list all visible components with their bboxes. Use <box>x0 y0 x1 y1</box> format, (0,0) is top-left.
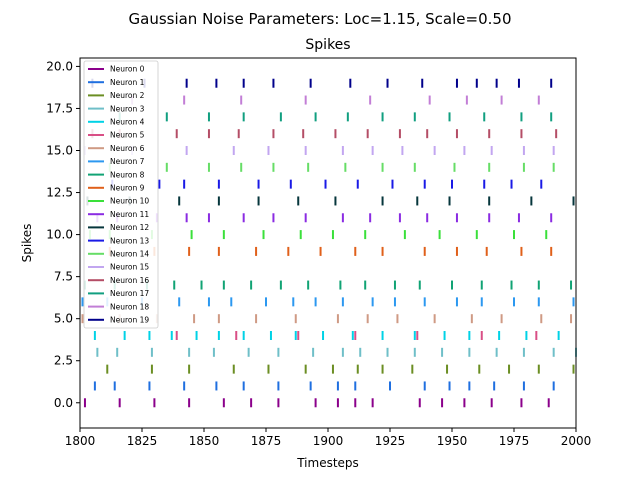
y-tick-label: 0.0 <box>54 396 73 410</box>
legend-label: Neuron 14 <box>110 250 149 259</box>
x-tick-label: 1925 <box>375 434 406 448</box>
y-tick-label: 5.0 <box>54 312 73 326</box>
y-axis-label: Spikes <box>20 224 34 263</box>
legend-label: Neuron 11 <box>110 210 149 219</box>
x-tick-label: 1875 <box>251 434 282 448</box>
legend-label: Neuron 13 <box>110 236 149 245</box>
legend-label: Neuron 5 <box>110 131 145 140</box>
spike-marks <box>81 78 577 408</box>
legend-label: Neuron 3 <box>110 104 145 113</box>
chart-title: Spikes <box>305 37 350 53</box>
x-tick-label: 1950 <box>437 434 468 448</box>
figure-suptitle: Gaussian Noise Parameters: Loc=1.15, Sca… <box>129 10 512 28</box>
x-tick-label: 1975 <box>499 434 530 448</box>
legend: Neuron 0 Neuron 1 Neuron 2 Neuron 3 Neuron 4… <box>83 60 159 329</box>
legend-label: Neuron 15 <box>110 263 149 272</box>
x-axis-ticks: 1800 1825 1850 1875 1900 1925 1950 1975 2000 <box>65 428 592 448</box>
legend-label: Neuron 12 <box>110 223 149 232</box>
x-tick-label: 1800 <box>65 434 96 448</box>
x-tick-label: 1825 <box>127 434 158 448</box>
x-tick-label: 1900 <box>313 434 344 448</box>
x-axis-label: Timesteps <box>296 456 359 470</box>
y-tick-label: 17.5 <box>46 101 73 115</box>
legend-label: Neuron 9 <box>110 184 145 193</box>
plot-frame <box>79 57 577 429</box>
y-tick-label: 15.0 <box>46 144 73 158</box>
y-tick-label: 2.5 <box>54 354 73 368</box>
legend-label: Neuron 2 <box>110 91 145 100</box>
legend-label: Neuron 6 <box>110 144 145 153</box>
y-axis-ticks: 0.0 2.5 5.0 7.5 10.0 12.5 15.0 17.5 20.0 <box>46 59 80 410</box>
y-tick-label: 12.5 <box>46 186 73 200</box>
legend-label: Neuron 19 <box>110 316 149 325</box>
legend-label: Neuron 0 <box>110 65 145 74</box>
legend-label: Neuron 16 <box>110 276 149 285</box>
y-tick-label: 10.0 <box>46 228 73 242</box>
legend-label: Neuron 7 <box>110 157 145 166</box>
legend-label: Neuron 1 <box>110 78 145 87</box>
x-tick-label: 2000 <box>561 434 592 448</box>
legend-label: Neuron 8 <box>110 170 145 179</box>
y-tick-label: 20.0 <box>46 59 73 73</box>
x-tick-label: 1850 <box>189 434 220 448</box>
legend-label: Neuron 17 <box>110 289 149 298</box>
legend-label: Neuron 10 <box>110 197 149 206</box>
legend-label: Neuron 4 <box>110 118 145 127</box>
legend-label: Neuron 18 <box>110 302 149 311</box>
y-tick-label: 7.5 <box>54 270 73 284</box>
legend-box <box>83 60 159 329</box>
